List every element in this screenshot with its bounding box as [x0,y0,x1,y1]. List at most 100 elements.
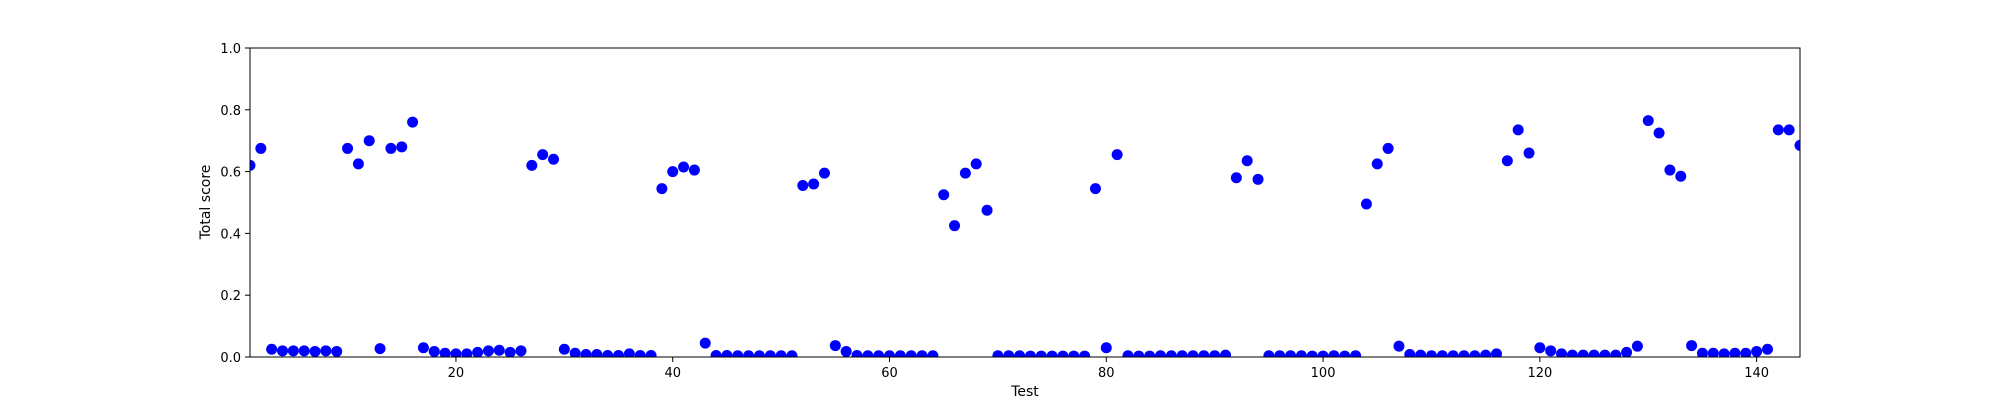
data-points [250,115,1800,357]
x-tick-label: 80 [1098,366,1115,381]
data-point [1371,158,1383,170]
data-point [385,142,397,154]
data-point [894,350,906,357]
data-point [1556,348,1568,357]
data-point [862,350,874,357]
data-point [1241,155,1253,167]
data-point [266,343,278,355]
data-point [1176,350,1188,357]
data-point [331,345,343,357]
data-point [1144,350,1156,357]
data-point [504,346,516,357]
data-point [775,350,787,357]
data-point [667,166,679,178]
data-point [1068,350,1080,357]
data-point [1306,350,1318,357]
data-point [255,142,267,154]
data-point [1285,350,1297,357]
data-point [840,345,852,357]
data-point [1014,350,1026,357]
data-point [710,349,722,357]
data-point [927,350,939,357]
x-tick-label: 100 [1311,366,1336,381]
data-point [743,350,755,357]
data-point [1740,347,1752,357]
x-axis-label: Test [1010,384,1039,400]
y-tick-label: 0.4 [220,227,241,242]
data-point [1198,350,1210,357]
data-point [1469,350,1481,357]
y-tick-label: 0.8 [220,104,241,119]
data-point [721,349,733,357]
data-point [363,135,375,147]
data-point [949,220,961,232]
data-point [1133,350,1145,357]
data-point [1491,348,1503,357]
data-point [634,349,646,357]
data-point [1794,139,1800,151]
data-point [1415,349,1427,357]
data-point [1111,149,1123,161]
data-point [1523,147,1535,159]
data-point [602,349,614,357]
data-point [1480,349,1492,357]
data-point [515,345,527,357]
data-point [1577,349,1589,357]
y-tick-label: 0.6 [220,166,241,181]
data-point [1588,349,1600,357]
data-point [1718,348,1730,357]
data-point [905,350,917,357]
data-point [537,149,549,161]
data-point [1100,342,1112,354]
y-tick-label: 0.0 [220,351,241,366]
data-point [1447,350,1459,357]
x-tick-label: 20 [448,366,465,381]
data-point [656,183,668,195]
data-point [320,345,332,357]
data-point [797,180,809,192]
data-point [818,167,830,179]
data-point [786,350,798,357]
data-point [1165,350,1177,357]
x-axis: 20 40 60 80 100 120 140 [448,357,1769,381]
data-point [250,159,256,171]
data-point [1035,350,1047,357]
data-point [407,116,419,128]
data-point [808,178,820,190]
data-point [1089,183,1101,195]
data-point [1653,127,1665,139]
data-point [558,343,570,355]
data-point [1295,350,1307,357]
data-point [461,348,473,357]
data-point [1187,350,1199,357]
data-point [753,350,765,357]
data-point [482,345,494,357]
data-point [1707,347,1719,357]
x-tick-label: 120 [1527,366,1552,381]
data-point [1631,340,1643,352]
data-point [1382,142,1394,154]
data-point [1274,350,1286,357]
data-point [1404,349,1416,357]
data-point [1501,155,1513,167]
data-point [1057,350,1069,357]
data-point [938,189,950,201]
data-point [699,337,711,349]
data-point [884,350,896,357]
data-point [1621,346,1633,357]
data-point [678,161,690,173]
data-point [1729,347,1741,357]
data-point [1350,350,1362,357]
data-point [1545,345,1557,357]
data-point [591,349,603,357]
data-point [1024,350,1036,357]
data-point [1046,350,1058,357]
data-point [1458,350,1470,357]
data-point [970,158,982,170]
data-point [1393,340,1405,352]
plot-area-frame [249,47,1801,358]
x-tick-label: 60 [881,366,898,381]
data-point [342,142,354,154]
data-point [1209,350,1221,357]
